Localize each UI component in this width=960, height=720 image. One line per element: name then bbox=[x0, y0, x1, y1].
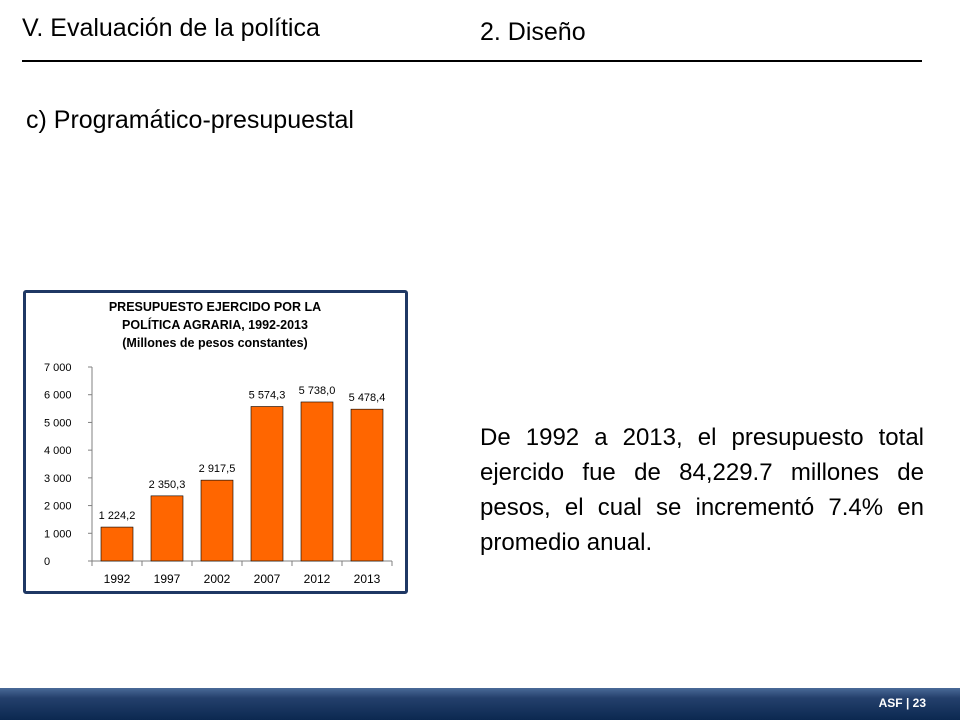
chart-title-line: POLÍTICA AGRARIA, 1992-2013 bbox=[122, 317, 308, 332]
chart-title-line: (Millones de pesos constantes) bbox=[122, 336, 307, 350]
bar-1997 bbox=[150, 495, 184, 562]
y-tick-label: 0 bbox=[44, 556, 50, 568]
bar-2013 bbox=[350, 408, 384, 562]
data-label: 2 917,5 bbox=[199, 463, 236, 475]
data-label: 2 350,3 bbox=[149, 479, 186, 491]
x-tick-label: 2013 bbox=[354, 572, 381, 586]
x-tick-label: 2002 bbox=[204, 572, 231, 586]
data-label: 5 738,0 bbox=[299, 385, 336, 397]
y-tick-label: 6 000 bbox=[44, 390, 72, 402]
x-tick-label: 2007 bbox=[254, 572, 281, 586]
budget-bar-chart: PRESUPUESTO EJERCIDO POR LA POLÍTICA AGRA… bbox=[44, 300, 393, 586]
chart-title-line: PRESUPUESTO EJERCIDO POR LA bbox=[109, 300, 321, 314]
page-footer-label: ASF | 23 bbox=[878, 696, 926, 710]
data-label: 5 574,3 bbox=[249, 390, 286, 402]
y-tick-label: 4 000 bbox=[44, 445, 72, 457]
x-tick-label: 1997 bbox=[154, 572, 181, 586]
y-tick-label: 3 000 bbox=[44, 473, 72, 485]
budget-chart-frame: PRESUPUESTO EJERCIDO POR LA POLÍTICA AGRA… bbox=[23, 290, 408, 594]
x-tick-label: 1992 bbox=[104, 572, 131, 586]
section-title: V. Evaluación de la política bbox=[22, 14, 320, 42]
data-label: 5 478,4 bbox=[349, 392, 386, 404]
data-label: 1 224,2 bbox=[99, 510, 136, 522]
footer-bar bbox=[0, 688, 960, 720]
title-divider bbox=[22, 60, 922, 62]
topic-title: 2. Diseño bbox=[480, 18, 586, 46]
x-tick-label: 2012 bbox=[304, 572, 331, 586]
y-tick-label: 1 000 bbox=[44, 528, 72, 540]
y-tick-label: 7 000 bbox=[44, 362, 72, 374]
y-tick-label: 2 000 bbox=[44, 501, 72, 513]
bar-2002 bbox=[200, 479, 234, 562]
bar-1992 bbox=[100, 526, 134, 562]
y-tick-label: 5 000 bbox=[44, 417, 72, 429]
bar-2007 bbox=[250, 406, 284, 562]
slide-subtitle: c) Programático-presupuestal bbox=[26, 106, 354, 134]
summary-paragraph: De 1992 a 2013, el presupuesto total eje… bbox=[480, 424, 924, 556]
bar-2012 bbox=[300, 401, 334, 562]
